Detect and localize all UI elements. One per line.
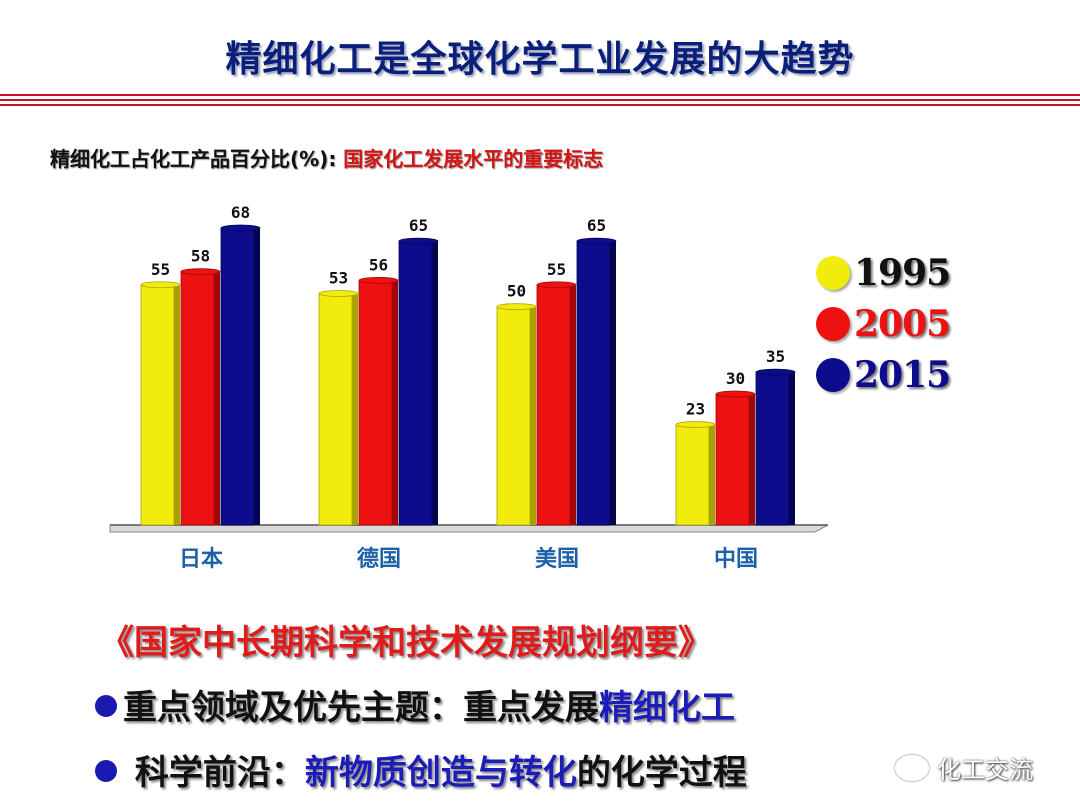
bar-2015-0 <box>220 227 255 526</box>
slide-title: 精细化工是全球化学工业发展的大趋势 <box>225 39 855 80</box>
bar-2015-1 <box>398 240 433 526</box>
bar-side <box>392 280 398 525</box>
bar-side <box>610 241 616 525</box>
bar-2015-3 <box>755 371 790 526</box>
bar-side <box>254 228 260 525</box>
data-label: 56 <box>369 255 388 274</box>
bar-side <box>352 293 358 525</box>
bar-cap <box>140 281 181 289</box>
chart-legend: 1995 2005 2015 <box>816 247 951 400</box>
category-label: 德国 <box>357 546 401 572</box>
legend-label-1995: 1995 <box>854 251 951 294</box>
bar-2005-2 <box>536 284 571 526</box>
wechat-icon <box>895 754 929 781</box>
bar-cap <box>715 390 756 398</box>
bar-2005-1 <box>358 280 393 526</box>
bar-cap <box>318 290 359 297</box>
bullet-science-frontier-tail: 的化学过程 <box>576 753 747 793</box>
legend-label-2005: 2005 <box>854 302 951 345</box>
bar-cap <box>358 277 399 284</box>
data-label: 55 <box>547 260 566 279</box>
bar-1995-1 <box>318 293 353 526</box>
bar-side <box>789 372 795 525</box>
bar-side <box>174 284 180 525</box>
watermark: 化工交流 <box>895 750 1033 785</box>
title-rule-middle <box>0 99 1080 101</box>
data-label: 50 <box>507 282 526 301</box>
bar-cap <box>576 237 617 245</box>
plan-title: 《国家中长期科学和技术发展规划纲要》 <box>100 623 712 663</box>
bullet-science-frontier-text: 科学前沿： <box>123 753 305 793</box>
bullet-key-fields-highlight: 精细化工 <box>599 688 735 728</box>
legend-label-2015: 2015 <box>854 353 951 396</box>
title-rule-bottom <box>0 104 1080 106</box>
category-label: 日本 <box>179 547 223 572</box>
bar-side <box>214 271 220 525</box>
legend-item-2015: 2015 <box>816 349 951 400</box>
legend-dot-2015 <box>816 357 850 392</box>
chart-floor <box>109 524 829 533</box>
category-label: 美国 <box>535 546 579 572</box>
bullet-science-frontier: 科学前沿：新物质创造与转化的化学过程 <box>95 745 747 794</box>
category-label: 中国 <box>714 547 758 572</box>
data-label: 65 <box>409 216 428 235</box>
bar-side <box>709 424 715 525</box>
bar-1995-3 <box>675 424 710 526</box>
bar-side <box>432 241 438 525</box>
bar-1995-2 <box>496 306 531 526</box>
data-label: 53 <box>329 269 348 288</box>
bar-cap <box>675 421 716 428</box>
subtitle-prefix: 精细化工占化工产品百分比(%): <box>50 147 337 171</box>
bar-cap <box>220 224 261 232</box>
bar-chart: 55 58 68 日本 53 56 65 德国 50 55 65 美国 23 30 35 中国 <box>109 203 829 572</box>
data-label: 35 <box>766 347 785 366</box>
legend-item-1995: 1995 <box>816 247 951 298</box>
chart-subtitle: 精细化工占化工产品百分比(%): 国家化工发展水平的重要标志 <box>50 143 603 172</box>
bar-side <box>570 284 576 525</box>
data-label: 68 <box>231 203 250 222</box>
data-label: 55 <box>151 260 170 279</box>
bar-cap <box>536 281 577 289</box>
bullet-key-fields-text: 重点领域及优先主题：重点发展 <box>123 688 599 728</box>
bar-side <box>749 393 755 525</box>
legend-dot-1995 <box>816 255 850 290</box>
bar-cap <box>496 303 537 311</box>
bar-2005-3 <box>715 393 750 526</box>
bullet-dot-icon <box>95 759 117 782</box>
legend-item-2005: 2005 <box>816 298 951 349</box>
watermark-text: 化工交流 <box>937 756 1033 784</box>
data-label: 58 <box>191 247 210 266</box>
bar-cap <box>755 368 796 376</box>
bar-side <box>530 306 536 525</box>
title-rule-top <box>0 94 1080 96</box>
bullet-dot-icon <box>95 694 117 717</box>
bar-2005-0 <box>180 271 215 526</box>
bullet-key-fields: 重点领域及优先主题：重点发展精细化工 <box>95 680 735 729</box>
bar-2015-2 <box>576 240 611 526</box>
data-label: 30 <box>726 369 745 388</box>
bar-1995-0 <box>140 284 175 526</box>
bar-cap <box>398 237 439 245</box>
bullet-science-frontier-highlight: 新物质创造与转化 <box>304 753 577 793</box>
subtitle-highlight: 国家化工发展水平的重要标志 <box>336 147 604 171</box>
legend-dot-2005 <box>816 306 850 341</box>
bar-cap <box>180 268 221 276</box>
data-label: 23 <box>686 400 705 419</box>
data-label: 65 <box>587 216 606 235</box>
